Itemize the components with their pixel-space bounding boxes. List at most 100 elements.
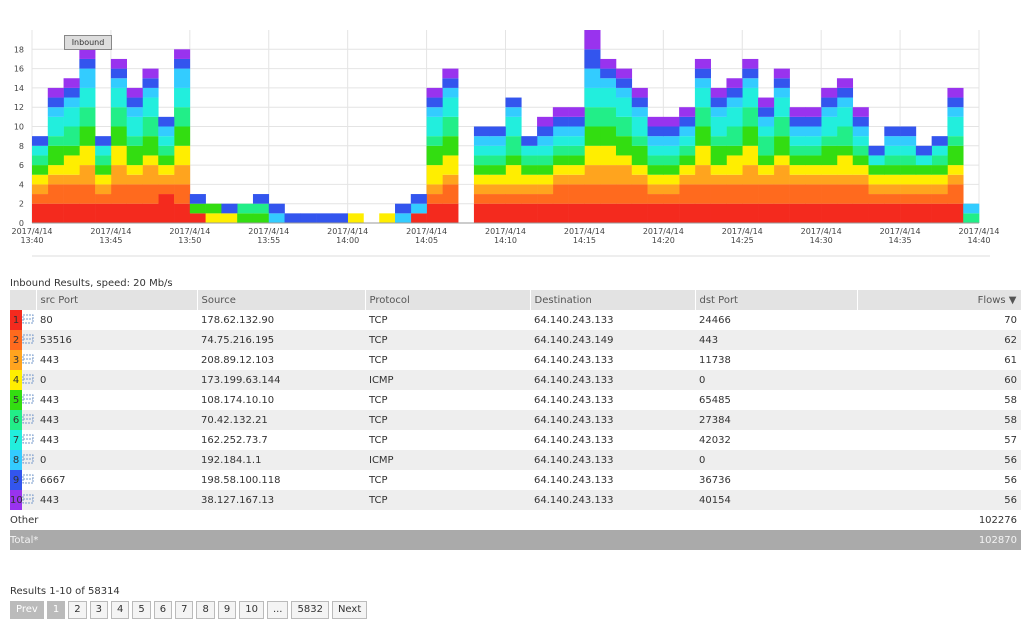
column-header[interactable]: Flows ▼ bbox=[857, 290, 1022, 310]
page-button[interactable]: 5 bbox=[132, 601, 151, 619]
bar-segment bbox=[32, 136, 49, 146]
bar-segment bbox=[679, 155, 696, 166]
bar-segment bbox=[758, 126, 775, 137]
bar-segment bbox=[663, 174, 680, 185]
bar-segment bbox=[584, 203, 601, 223]
page-button[interactable]: 2 bbox=[68, 601, 87, 619]
bar-segment bbox=[679, 136, 696, 146]
bar-segment bbox=[631, 203, 648, 223]
cell: ICMP bbox=[365, 450, 530, 470]
flow-icon bbox=[22, 310, 36, 330]
page-button[interactable]: 1 bbox=[46, 601, 66, 619]
bar-segment bbox=[631, 87, 648, 98]
bar-segment bbox=[758, 184, 775, 204]
cell: 178.62.132.90 bbox=[201, 314, 275, 326]
bar-segment bbox=[836, 87, 854, 98]
page-button[interactable]: 4 bbox=[110, 601, 130, 619]
bar-segment bbox=[426, 203, 443, 223]
cell: 64.140.243.133 bbox=[530, 370, 695, 390]
column-header[interactable]: Protocol bbox=[365, 290, 531, 310]
bar-segment bbox=[47, 87, 64, 98]
bar-segment bbox=[742, 58, 759, 69]
bar-segment bbox=[694, 68, 711, 79]
cell: TCP bbox=[369, 474, 388, 486]
bar-segment bbox=[552, 107, 569, 117]
cell: 6667 bbox=[40, 474, 66, 486]
bar-segment bbox=[158, 155, 175, 166]
cell: 58 bbox=[1004, 394, 1017, 406]
bar-segment bbox=[836, 145, 854, 156]
column-header[interactable]: src Port bbox=[36, 290, 198, 310]
column-header[interactable]: Destination bbox=[530, 290, 696, 310]
page-button[interactable]: 9 bbox=[217, 601, 237, 619]
bar-segment bbox=[521, 184, 538, 195]
bar-segment bbox=[947, 203, 964, 223]
bar-segment bbox=[663, 155, 680, 166]
page-button[interactable]: Prev bbox=[10, 601, 44, 619]
flow-icon bbox=[22, 350, 36, 370]
bar-segment bbox=[110, 145, 127, 166]
bar-segment bbox=[110, 68, 127, 79]
bar-segment bbox=[473, 184, 491, 195]
bar-segment bbox=[95, 165, 112, 175]
cell: 64.140.243.133 bbox=[530, 410, 695, 430]
x-tick-label: 2017/4/14 bbox=[880, 227, 921, 236]
bar-segment bbox=[710, 145, 727, 166]
column-header[interactable]: dst Port bbox=[695, 290, 858, 310]
bar-segment bbox=[47, 174, 64, 185]
bar-segment bbox=[158, 184, 175, 195]
bar-segment bbox=[868, 194, 885, 204]
page-button[interactable]: 7 bbox=[175, 601, 194, 619]
bar-segment bbox=[284, 213, 301, 223]
bar-segment bbox=[174, 184, 191, 204]
bar-segment bbox=[805, 107, 822, 117]
page-button[interactable]: Next bbox=[331, 601, 368, 619]
bar-segment bbox=[631, 184, 648, 204]
bar-segment bbox=[631, 145, 648, 166]
y-tick-label: 6 bbox=[19, 161, 24, 170]
bar-segment bbox=[884, 155, 901, 166]
bar-segment bbox=[158, 136, 175, 146]
bar-segment bbox=[600, 165, 617, 185]
bar-segment bbox=[47, 145, 64, 166]
bar-segment bbox=[836, 97, 854, 108]
bar-segment bbox=[316, 213, 333, 223]
bar-segment bbox=[126, 184, 143, 204]
bar-segment bbox=[126, 136, 143, 146]
cell: 208.89.12.103 bbox=[201, 354, 275, 366]
bar-segment bbox=[600, 107, 617, 127]
bar-segment bbox=[95, 145, 112, 156]
page-button[interactable]: 10 bbox=[239, 601, 264, 619]
bar-segment bbox=[600, 203, 617, 223]
icon bbox=[22, 334, 34, 343]
bar-segment bbox=[489, 145, 506, 156]
bar-segment bbox=[615, 203, 633, 223]
bar-segment bbox=[789, 107, 806, 117]
bar-segment bbox=[552, 155, 569, 166]
table-row: 1 80 178.62.132.90 TCP 64.140.243.133 24466 70 bbox=[10, 310, 1021, 330]
bar-segment bbox=[110, 165, 127, 185]
x-tick-label: 2017/4/14 bbox=[248, 227, 289, 236]
bar-segment bbox=[126, 174, 143, 185]
cell: 64.140.243.133 bbox=[534, 314, 614, 326]
bar-segment bbox=[142, 165, 159, 185]
page-button[interactable]: ... bbox=[266, 601, 289, 619]
bar-segment bbox=[410, 213, 427, 223]
bar-segment bbox=[884, 145, 901, 156]
x-tick-label: 2017/4/14 bbox=[406, 227, 447, 236]
column-header[interactable]: Source bbox=[197, 290, 366, 310]
bar-segment bbox=[426, 184, 443, 195]
bar-segment bbox=[710, 174, 727, 185]
table-row: 2 53516 74.75.216.195 TCP 64.140.243.149 443 6… bbox=[10, 330, 1021, 350]
bar-segment bbox=[852, 116, 869, 127]
bar-segment bbox=[805, 174, 822, 185]
page-button[interactable]: 6 bbox=[153, 601, 173, 619]
bar-segment bbox=[836, 184, 854, 204]
bar-segment bbox=[205, 203, 222, 214]
page-button[interactable]: 5832 bbox=[291, 601, 329, 619]
page-button[interactable]: 3 bbox=[89, 601, 108, 619]
bar-segment bbox=[95, 203, 112, 223]
bar-segment bbox=[505, 165, 522, 185]
bar-segment bbox=[679, 174, 696, 185]
page-button[interactable]: 8 bbox=[196, 601, 215, 619]
